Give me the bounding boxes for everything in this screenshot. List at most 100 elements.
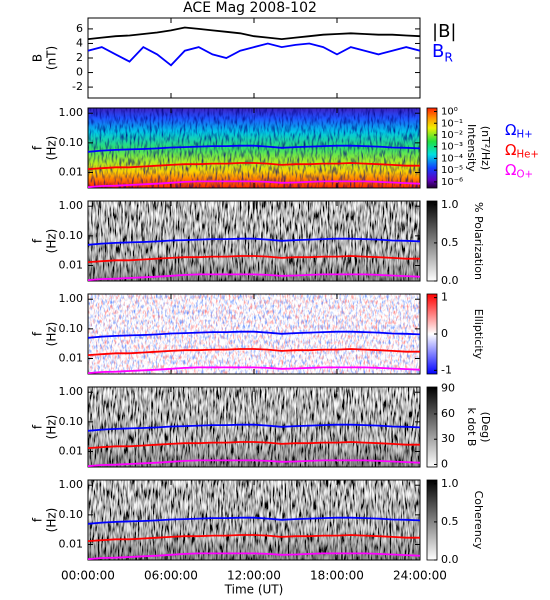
y-tick-label: 0.10	[59, 136, 84, 149]
colorbar-tick-label: 90	[441, 382, 455, 395]
spectrogram	[88, 201, 420, 281]
legend-entry-text: Ω	[505, 141, 516, 159]
colorbar-tick-label: 10⁰	[441, 107, 458, 118]
line	[88, 42, 420, 67]
panel: 0.0 0.5 1.0 % Polarization 0.01 0.10 1.00 f (Hz)	[31, 198, 486, 287]
colorbar-tick-label: 1	[441, 291, 448, 304]
y-tick-label: 0.01	[59, 259, 84, 272]
lines	[88, 144, 420, 188]
legend-entry-text: B	[432, 41, 444, 62]
panel: 0 30 60 90 k dot B (Deg) 0.01 0.10 1.00 f (Hz)	[31, 382, 493, 471]
colorbar	[426, 479, 438, 561]
colorbar-tick-label: 0	[441, 327, 448, 340]
y-axis-label: (Hz)	[45, 322, 59, 347]
legend-entry-text: Ω	[505, 161, 516, 179]
legend-entry-sub: He+	[516, 150, 538, 161]
line	[88, 423, 420, 432]
colorbar-tick-label: 0.0	[441, 553, 459, 566]
colorbar-tick-label: 10⁻²	[441, 130, 463, 141]
y-tick-label: 0.01	[59, 166, 84, 179]
colorbar-tick-label: 0.5	[441, 236, 459, 249]
y-tick-label: 1.00	[59, 199, 84, 212]
panel: -1 0 1 Ellipticity 0.01 0.10 1.00 f (Hz)	[31, 291, 486, 377]
legend-entry-text: |B|	[432, 21, 456, 42]
colorbar-tick-label: 0.0	[441, 274, 459, 287]
y-tick-label: 4	[76, 36, 83, 49]
x-axis-label: Time (UT)	[224, 583, 284, 597]
line	[88, 273, 420, 281]
legend-entry: |B|	[432, 21, 456, 42]
lines	[88, 423, 420, 467]
colorbar-label: (Deg)	[479, 412, 492, 443]
y-tick-label: 0.01	[59, 445, 84, 458]
line	[88, 237, 420, 246]
colorbar-label: % Polarization	[472, 202, 485, 280]
x-tick-label: 18:00:00	[310, 569, 364, 583]
x-tick-label: 12:00:00	[227, 569, 281, 583]
line	[88, 516, 420, 525]
y-axis-label: (Hz)	[45, 136, 59, 161]
y-tick-label: 2	[76, 51, 83, 64]
line	[88, 366, 420, 374]
line	[88, 180, 420, 188]
spectrogram	[88, 387, 420, 467]
y-tick-label: 0.10	[59, 322, 84, 335]
colorbar-tick-label: 30	[441, 432, 455, 445]
colorbar	[426, 386, 438, 468]
x-tick-label: 06:00:00	[144, 569, 198, 583]
colorbar-tick-label: 10⁻⁶	[441, 177, 463, 188]
legend-entry: ΩHe+	[505, 141, 539, 161]
y-axis-label: (Hz)	[45, 508, 59, 533]
line	[88, 552, 420, 560]
colorbar-label: (nT²/Hz)	[479, 126, 492, 170]
lines	[88, 330, 420, 374]
legend-entry-text: Ω	[505, 121, 516, 139]
legend-entry: ΩO+	[505, 161, 533, 181]
y-tick-label: 1.00	[59, 385, 84, 398]
spectrogram	[88, 294, 420, 374]
y-tick-label: 0.01	[59, 352, 84, 365]
colorbar-tick-label: 1.0	[441, 477, 459, 490]
legend-entry: ΩH+	[505, 121, 533, 141]
colorbar-label: Ellipticity	[472, 309, 485, 360]
colorbar-tick-label: 10⁻¹	[441, 118, 463, 129]
y-axis-label: (nT)	[45, 46, 59, 70]
colorbar-tick-label: 1.0	[441, 198, 459, 211]
legend-entry-sub: R	[444, 50, 453, 64]
colorbar-label: Coherency	[472, 491, 485, 550]
legend-entry: BR	[432, 41, 453, 64]
y-axis-label: (Hz)	[45, 229, 59, 254]
spectrogram	[88, 480, 420, 560]
y-tick-label: 6	[76, 22, 83, 35]
colorbar-label: k dot B	[465, 408, 478, 447]
y-tick-label: 0.10	[59, 415, 84, 428]
y-tick-label: 1.00	[59, 478, 84, 491]
y-tick-label: 1.00	[59, 106, 84, 119]
line	[88, 26, 420, 41]
y-axis-label: B	[31, 54, 45, 62]
line	[88, 162, 420, 170]
y-axis-label: f	[31, 331, 45, 336]
line	[88, 534, 420, 542]
colorbar-tick-label: 10⁻⁵	[441, 165, 463, 176]
x-tick-label: 24:00:00	[393, 569, 447, 583]
y-axis-label: (Hz)	[45, 415, 59, 440]
chart-title: ACE Mag 2008-102	[183, 0, 317, 16]
line	[88, 330, 420, 339]
colorbar-label: Intensity	[465, 124, 478, 172]
colorbar-tick-label: 60	[441, 407, 455, 420]
y-tick-label: 1.00	[59, 292, 84, 305]
legend-entry-sub: H+	[516, 130, 532, 141]
line	[88, 459, 420, 467]
spectrogram	[88, 108, 420, 188]
y-tick-label: 0.01	[59, 538, 84, 551]
line	[88, 144, 420, 153]
x-tick-label: 00:00:00	[61, 569, 115, 583]
colorbar-tick-label: 0.5	[441, 515, 459, 528]
line	[88, 255, 420, 263]
colorbar-tick-label: 0	[441, 457, 448, 470]
line	[88, 441, 420, 449]
